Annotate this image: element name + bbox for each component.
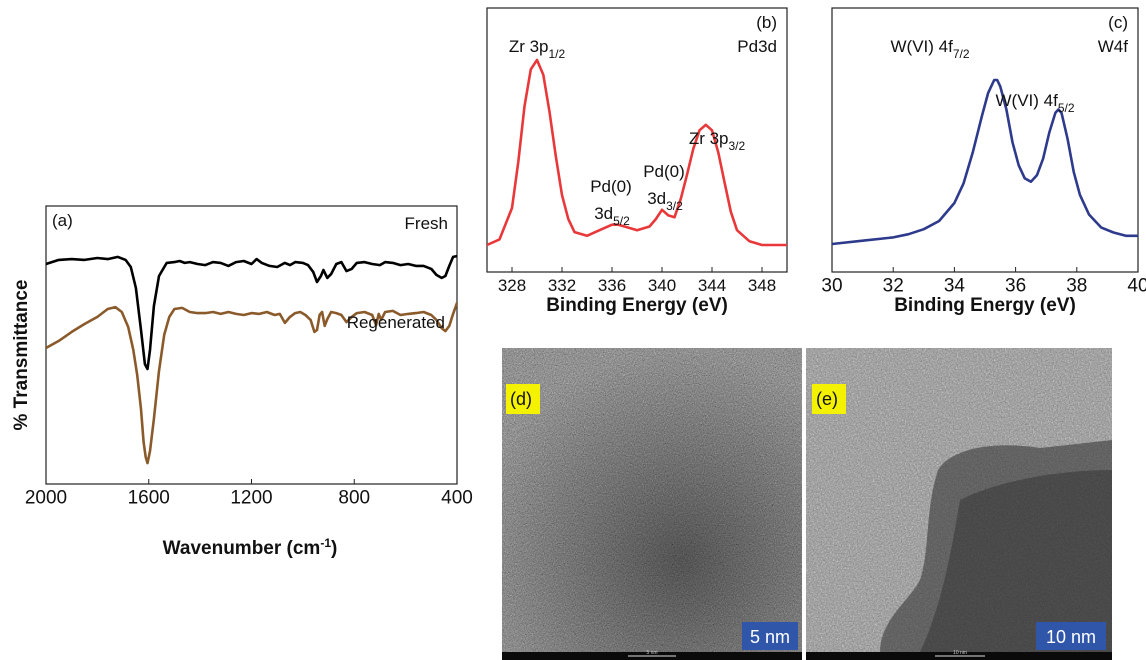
panel-a-xlabel: Wavenumber (cm-1) <box>163 536 338 559</box>
tem-image-e-scale-label: 10 nm <box>1046 627 1096 647</box>
tick-label-be-b-328: 328 <box>498 276 526 295</box>
tick-label-be-c-38: 38 <box>1066 276 1087 297</box>
panel-a-frame <box>45 205 458 485</box>
annotation-pd0-3d-5-2-line1: Pd(0) <box>590 177 632 196</box>
tick-label-be-c-34: 34 <box>944 276 966 297</box>
series-line-regenerated <box>46 301 457 465</box>
annotation-zr-3p-1-2: Zr 3p1/2 <box>509 37 566 61</box>
tem-image-e-particle <box>880 440 1112 652</box>
annotation-w-vi-4f-5-2: W(VI) 4f5/2 <box>995 91 1074 115</box>
series-label-fresh: Fresh <box>405 214 448 233</box>
annotation-pd0-3d-3-2-line2: 3d3/2 <box>647 189 683 213</box>
panel-a-ylabel: % Transmittance <box>11 280 32 431</box>
tem-image-e-particle-inner <box>920 470 1112 652</box>
annotation-w-vi-4f-7-2: W(VI) 4f7/2 <box>890 37 969 61</box>
tick-label-be-c-36: 36 <box>1005 276 1026 297</box>
panel-b-frame <box>486 7 788 273</box>
panel-a-label: (a) <box>52 211 73 230</box>
panel-c-label: (c) <box>1108 13 1128 32</box>
tem-image-d-scale-label: 5 nm <box>750 627 790 647</box>
tem-image-d-shade <box>502 348 802 652</box>
tem-image-d: (d) 5 nm 5 nm <box>502 348 802 660</box>
tem-image-d-label-bg <box>506 384 540 414</box>
tick-label-be-c-40: 40 <box>1127 276 1146 297</box>
tick-label-wn-400: 400 <box>441 488 473 509</box>
panel-c-frame <box>831 7 1139 273</box>
tem-image-e-scale-bg <box>1036 622 1106 650</box>
series-label-regenerated: Regenerated <box>347 313 445 332</box>
series-line-panel-1-0 <box>487 58 787 247</box>
tem-image-e-caption: 10 nm <box>953 650 967 656</box>
tem-image-e-label: (e) <box>816 389 838 409</box>
panel-c-xlabel: Binding Energy (eV) <box>894 295 1076 316</box>
tem-image-e: (e) 10 nm 10 nm <box>806 348 1112 660</box>
tick-label-wn-800: 800 <box>338 488 370 509</box>
tick-label-be-b-332: 332 <box>548 276 576 295</box>
tick-label-be-c-30: 30 <box>821 276 842 297</box>
annotation-pd0-3d-5-2-line2: 3d5/2 <box>594 204 630 228</box>
tick-label-wn-2000: 2000 <box>25 488 67 509</box>
tick-label-be-b-336: 336 <box>598 276 626 295</box>
series-line-panel-2-0 <box>832 78 1138 246</box>
tick-label-be-b-340: 340 <box>648 276 676 295</box>
tem-image-d-caption: 5 nm <box>646 650 657 656</box>
tick-label-be-b-348: 348 <box>748 276 776 295</box>
annotation-zr-3p-3-2: Zr 3p3/2 <box>689 129 746 153</box>
panel-a: (a) Fresh Regenerated 2000 1600 1200 800 400… <box>11 205 473 559</box>
panel-b-label: (b) <box>756 13 777 32</box>
series-line-fresh <box>46 254 457 371</box>
panel-c-title: W4f <box>1098 37 1129 56</box>
tick-label-be-c-32: 32 <box>883 276 904 297</box>
tem-image-d-label: (d) <box>510 389 532 409</box>
tick-label-be-b-344: 344 <box>698 276 726 295</box>
panel-b: (b) Pd3d Zr 3p1/2 Pd(0) 3d5/2 Pd(0) 3d3/… <box>486 7 788 316</box>
tem-image-e-label-bg <box>812 384 846 414</box>
annotation-pd0-3d-3-2-line1: Pd(0) <box>643 162 685 181</box>
tick-label-wn-1600: 1600 <box>128 488 170 509</box>
panel-b-xlabel: Binding Energy (eV) <box>546 295 728 316</box>
tick-label-wn-1200: 1200 <box>230 488 272 509</box>
tem-image-d-scale-bg <box>742 622 798 650</box>
panel-c: (c) W4f W(VI) 4f7/2 W(VI) 4f5/2 30 32 34 36… <box>821 7 1146 316</box>
panel-b-title: Pd3d <box>737 37 777 56</box>
